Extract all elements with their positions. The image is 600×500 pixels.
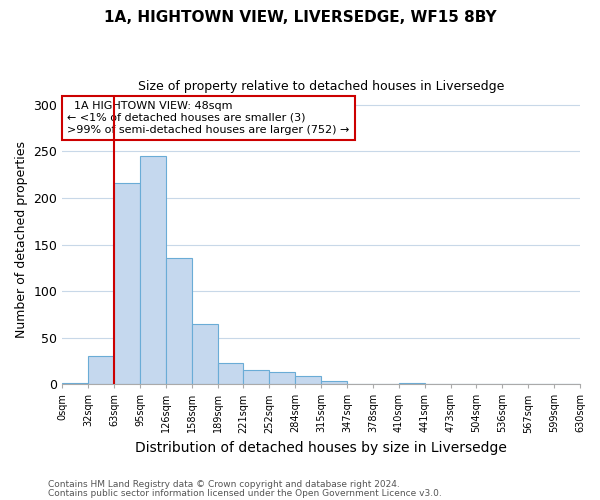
Bar bbox=[244, 370, 269, 384]
Bar bbox=[321, 382, 347, 384]
Bar bbox=[88, 356, 114, 384]
Bar bbox=[140, 156, 166, 384]
Title: Size of property relative to detached houses in Liversedge: Size of property relative to detached ho… bbox=[138, 80, 505, 93]
Text: 1A, HIGHTOWN VIEW, LIVERSEDGE, WF15 8BY: 1A, HIGHTOWN VIEW, LIVERSEDGE, WF15 8BY bbox=[104, 10, 496, 25]
X-axis label: Distribution of detached houses by size in Liversedge: Distribution of detached houses by size … bbox=[135, 441, 507, 455]
Bar bbox=[114, 183, 140, 384]
Bar bbox=[192, 324, 218, 384]
Text: Contains public sector information licensed under the Open Government Licence v3: Contains public sector information licen… bbox=[48, 489, 442, 498]
Bar bbox=[62, 383, 88, 384]
Text: 1A HIGHTOWN VIEW: 48sqm  
← <1% of detached houses are smaller (3)
>99% of semi-: 1A HIGHTOWN VIEW: 48sqm ← <1% of detache… bbox=[67, 102, 350, 134]
Bar bbox=[295, 376, 321, 384]
Bar bbox=[269, 372, 295, 384]
Bar bbox=[399, 383, 425, 384]
Text: Contains HM Land Registry data © Crown copyright and database right 2024.: Contains HM Land Registry data © Crown c… bbox=[48, 480, 400, 489]
Bar bbox=[166, 258, 192, 384]
Bar bbox=[218, 362, 244, 384]
Y-axis label: Number of detached properties: Number of detached properties bbox=[15, 142, 28, 338]
